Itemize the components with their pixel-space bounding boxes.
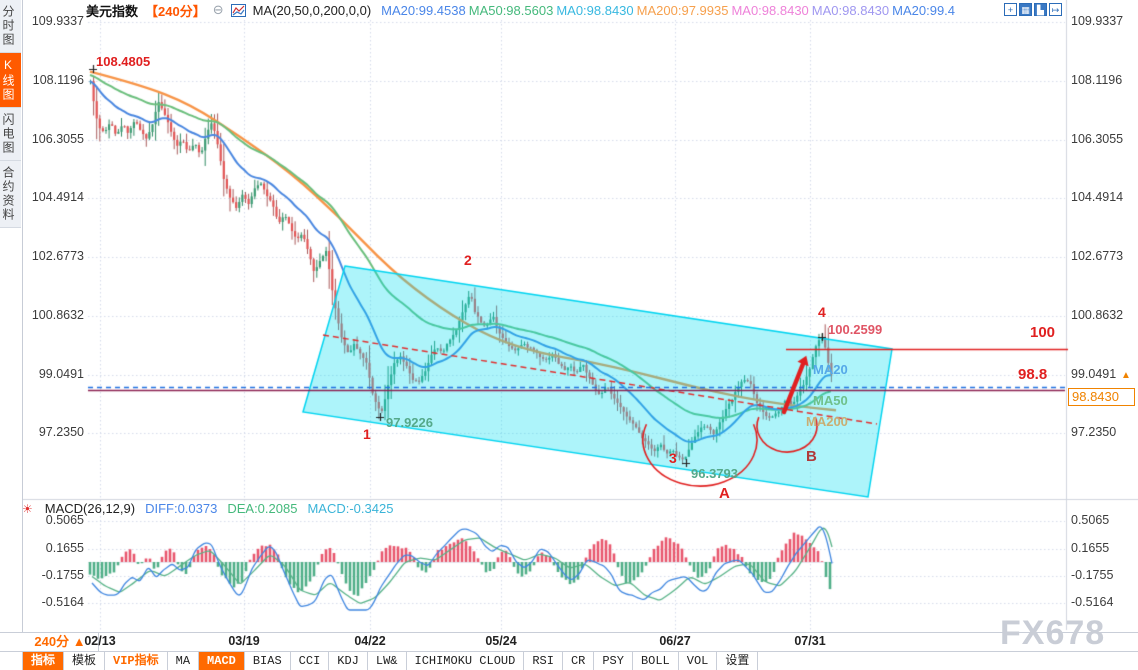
macd-axis-label-left-2: -0.1755: [41, 568, 84, 583]
toolbar-tab-4[interactable]: MACD: [199, 652, 245, 670]
header-ma-value-0: MA20:99.4538: [381, 2, 466, 18]
annotation-MA20: MA20: [813, 362, 848, 377]
period-selector[interactable]: 240分 ▲: [22, 633, 99, 651]
price-axis-label-left-5: 100.8632: [31, 307, 84, 322]
price-axis-label-left-3: 104.4914: [31, 190, 84, 205]
shift-right-icon[interactable]: ↦: [1049, 3, 1062, 16]
macd-axis-label-left-0: 0.5065: [45, 513, 84, 528]
chart-header: 美元指数 【240分】 ⊖ MA(20,50,0,200,0,0) MA20:9…: [86, 2, 955, 19]
macd-diff-value: DIFF:0.0373: [145, 501, 218, 516]
macd-axis-label-right-2: -0.1755: [1071, 568, 1114, 583]
header-ma-value-3: MA200:97.9935: [636, 2, 729, 18]
annotation-97.9226: 97.9226: [386, 415, 433, 430]
date-tick-1: 03/19: [228, 634, 260, 648]
date-tick-5: 07/31: [794, 634, 826, 648]
time-axis: 240分 ▲ 02/13 03/19 04/22 05/24 06/27 07/31: [0, 632, 1138, 652]
price-axis-label-left-7: 97.2350: [38, 425, 84, 440]
header-ma-value-1: MA50:98.5603: [468, 2, 554, 18]
annotation-96.3793: 96.3793: [691, 466, 738, 481]
toolbar-tab-1[interactable]: 模板: [64, 652, 106, 670]
price-axis-label-left-1: 108.1196: [32, 72, 84, 87]
toolbar-tab-5[interactable]: BIAS: [245, 652, 291, 670]
price-axis-label-left-0: 109.9337: [31, 14, 84, 28]
macd-axis-label-right-0: 0.5065: [1071, 513, 1110, 528]
toolbar-tab-14[interactable]: VOL: [679, 652, 718, 670]
toolbar-tab-11[interactable]: CR: [563, 652, 595, 670]
sidebar-tab-3[interactable]: 合约资料: [0, 161, 21, 228]
mini-chart-icon: [230, 3, 246, 17]
toolbar-tab-3[interactable]: MA: [168, 652, 200, 670]
left-sidebar: 分时图 K线图 闪电图 合约资料: [0, 0, 23, 652]
toolbar-tab-2[interactable]: VIP指标: [105, 652, 168, 670]
annotation-98.8: 98.8: [1018, 366, 1048, 383]
header-ma-value-2: MA0:98.8430: [556, 2, 634, 18]
indicator-toolbar: 指标 模板 VIP指标 MA MACD BIAS CCI KDJ LW& ICHIMOKU CLO…: [0, 651, 1138, 670]
date-tick-2: 04/22: [354, 634, 386, 648]
sidebar-tab-2[interactable]: 闪电图: [0, 108, 21, 161]
period-label[interactable]: 【240分】: [145, 3, 206, 19]
ma-settings-label: MA(20,50,0,200,0,0): [252, 2, 372, 18]
macd-name-label: MACD(26,12,9): [44, 501, 136, 516]
price-up-marker-icon: ▲: [1121, 370, 1131, 381]
toolbar-tab-8[interactable]: LW&: [368, 652, 407, 670]
ma-values: MA20:99.4538 MA50:98.5603 MA0:98.8430 MA200…: [378, 3, 955, 18]
annotation-A: A: [719, 485, 730, 502]
macd-header: ☀ MACD(26,12,9) DIFF:0.0373 DEA:0.2085 M…: [22, 501, 393, 516]
current-price-box: 98.8430: [1068, 388, 1135, 406]
toolbar-tab-15[interactable]: 设置: [717, 652, 759, 670]
annotation-2: 2: [464, 252, 472, 268]
price-axis-label-right-3: 104.4914: [1071, 190, 1124, 205]
date-tick-4: 06/27: [659, 634, 691, 648]
move-icon[interactable]: +: [1004, 3, 1017, 16]
macd-axis-label-left-1: 0.1655: [45, 540, 84, 555]
annotation-100.2599: 100.2599: [828, 322, 883, 337]
toolbar-tab-9[interactable]: ICHIMOKU CLOUD: [407, 652, 525, 670]
sidebar-tab-1[interactable]: K线图: [0, 53, 21, 108]
toolbar-tab-10[interactable]: RSI: [524, 652, 563, 670]
annotation-3: 3: [669, 450, 677, 466]
annotation-MA50: MA50: [813, 393, 848, 408]
annotation-B: B: [806, 448, 817, 465]
toolbar-tab-12[interactable]: PSY: [594, 652, 633, 670]
macd-axis-label-right-3: -0.5164: [1071, 595, 1114, 610]
remove-indicator-icon[interactable]: ⊖: [212, 2, 224, 17]
chart-window-icons: + ▦ ▙ ↦: [1004, 3, 1062, 16]
price-axis-label-right-6: 99.0491: [1071, 366, 1117, 381]
grid-scale-icon[interactable]: ▦: [1019, 3, 1032, 16]
price-axis-label-right-5: 100.8632: [1071, 307, 1124, 322]
date-tick-0: 02/13: [84, 634, 116, 648]
annotation-1: 1: [363, 426, 371, 442]
toolbar-spacer: [0, 652, 23, 670]
annotation-108.4805: 108.4805: [96, 54, 151, 69]
header-ma-value-6: MA20:99.4: [892, 2, 956, 18]
macd-dea-value: DEA:0.2085: [227, 501, 298, 516]
price-axis-label-right-1: 108.1196: [1071, 72, 1123, 87]
annotation-100: 100: [1030, 324, 1056, 341]
price-axis-label-left-2: 106.3055: [31, 131, 84, 146]
date-tick-3: 05/24: [485, 634, 517, 648]
annotation-MA200: MA200: [806, 414, 848, 429]
price-axis-label-left-4: 102.6773: [31, 249, 84, 264]
sidebar-tab-0[interactable]: 分时图: [0, 0, 21, 53]
macd-macd-value: MACD:-0.3425: [307, 501, 394, 516]
price-axis-label-right-2: 106.3055: [1071, 131, 1124, 146]
macd-axis-label-left-3: -0.5164: [41, 595, 84, 610]
header-ma-value-4: MA0:98.8430: [731, 2, 809, 18]
price-axis-label-right-4: 102.6773: [1071, 249, 1124, 264]
price-axis-label-left-6: 99.0491: [38, 366, 84, 381]
symbol-title: 美元指数: [86, 3, 139, 19]
price-axis-label-right-7: 97.2350: [1071, 425, 1117, 440]
toolbar-tab-7[interactable]: KDJ: [329, 652, 368, 670]
macd-axis-label-right-1: 0.1655: [1071, 540, 1110, 555]
toolbar-tab-6[interactable]: CCI: [291, 652, 330, 670]
axis-scale-icon[interactable]: ▙: [1034, 3, 1047, 16]
price-axis-label-right-0: 109.9337: [1071, 14, 1124, 28]
toolbar-tab-0[interactable]: 指标: [23, 652, 65, 670]
header-ma-value-5: MA0:98.8430: [811, 2, 890, 18]
alert-sun-icon[interactable]: ☀: [22, 501, 33, 516]
annotation-4: 4: [818, 304, 826, 320]
toolbar-tab-13[interactable]: BOLL: [633, 652, 679, 670]
